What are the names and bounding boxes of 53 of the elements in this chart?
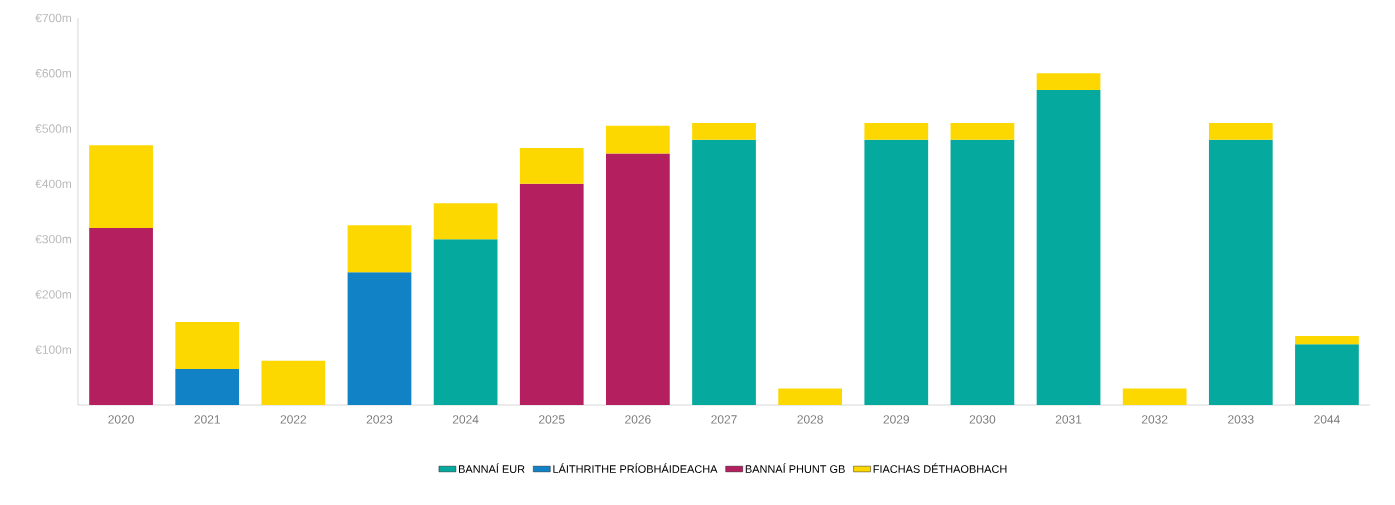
bar [261,360,326,405]
y-tick-label: €200m [35,290,72,299]
bar [89,145,153,229]
x-tick-label: 2030 [969,415,996,424]
x-tick-label: 2027 [711,415,737,424]
legend-label: LÁITHRITHE PRÍOBHÁIDEACHA [553,463,718,473]
bar [1122,388,1187,405]
bar [347,272,412,405]
bar [1208,123,1273,140]
bar [519,147,584,184]
legend-label: BANNAÍ EUR [459,463,525,473]
y-tick-label: €600m [35,69,72,78]
bar [175,369,240,405]
x-tick-label: 2026 [625,415,651,424]
x-tick-label: 2021 [194,415,220,424]
legend-label: BANNAÍ PHUNT GB [745,463,845,473]
bar [433,239,498,405]
bar [433,203,498,240]
bar [1295,344,1359,405]
bar [1036,89,1101,405]
bar [778,388,843,405]
bar [89,228,153,405]
x-tick-label: 2022 [280,415,307,424]
y-tick-label: €500m [35,124,72,133]
bar [175,322,240,370]
x-tick-label: 2029 [883,415,909,424]
y-tick-label: €700m [35,13,72,23]
x-tick-label: 2032 [1141,415,1168,424]
x-tick-label: 2023 [366,415,393,424]
x-tick-label: 2044 [1314,415,1340,424]
x-tick-label: 2025 [539,415,565,424]
bar [519,183,584,405]
bar [1036,73,1101,90]
x-tick-label: 2028 [797,415,823,424]
bar [1295,335,1359,345]
bar [950,123,1015,140]
x-tick-label: 2024 [452,415,479,424]
x-tick-label: 2031 [1055,415,1082,424]
bar [347,225,412,273]
bar [606,125,670,154]
bar [864,139,929,405]
bar [950,139,1015,405]
y-tick-label: €400m [35,179,72,189]
x-tick-label: 2033 [1228,415,1254,424]
bar [864,123,929,140]
x-tick-label: 2020 [108,415,134,424]
bar [1208,139,1273,405]
y-tick-label: €300m [35,234,72,244]
legend-label: FIACHAS DÉTHAOBHACH [873,463,1007,473]
bar [692,139,756,405]
bar [692,123,756,140]
bar [606,153,670,405]
y-tick-label: €100m [35,345,72,354]
